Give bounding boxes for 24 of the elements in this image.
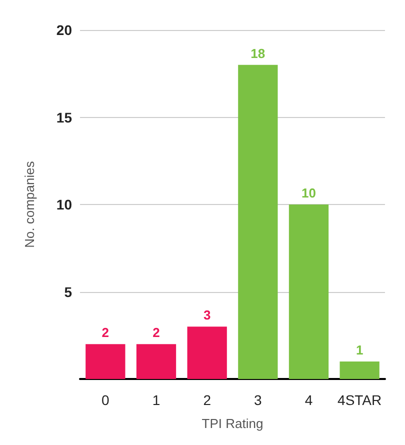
y-tick-label: 5 <box>64 284 72 300</box>
y-tick-label: 20 <box>56 22 72 38</box>
data-label: 10 <box>302 186 316 200</box>
data-label: 18 <box>250 46 266 61</box>
y-tick-label: 10 <box>56 196 72 212</box>
data-label: 2 <box>152 325 160 340</box>
x-axis-title: TPI Rating <box>202 416 264 431</box>
bar <box>86 344 126 379</box>
data-label: 3 <box>203 308 211 323</box>
data-label: 1 <box>356 342 364 358</box>
x-tick-label: 4STAR <box>338 392 382 408</box>
y-axis-title: No. companies <box>22 160 37 248</box>
x-tick-label: 3 <box>254 392 262 408</box>
x-tick-label: 2 <box>203 392 212 408</box>
bar <box>187 326 227 379</box>
bar <box>340 362 380 379</box>
data-label: 2 <box>102 325 110 340</box>
bar <box>136 344 176 379</box>
y-tick-label: 15 <box>56 109 72 126</box>
bar <box>288 204 329 379</box>
x-tick-label: 1 <box>152 392 160 408</box>
x-tick-label: 4 <box>304 392 313 408</box>
x-tick-label: 0 <box>102 392 110 408</box>
bar <box>238 64 278 379</box>
